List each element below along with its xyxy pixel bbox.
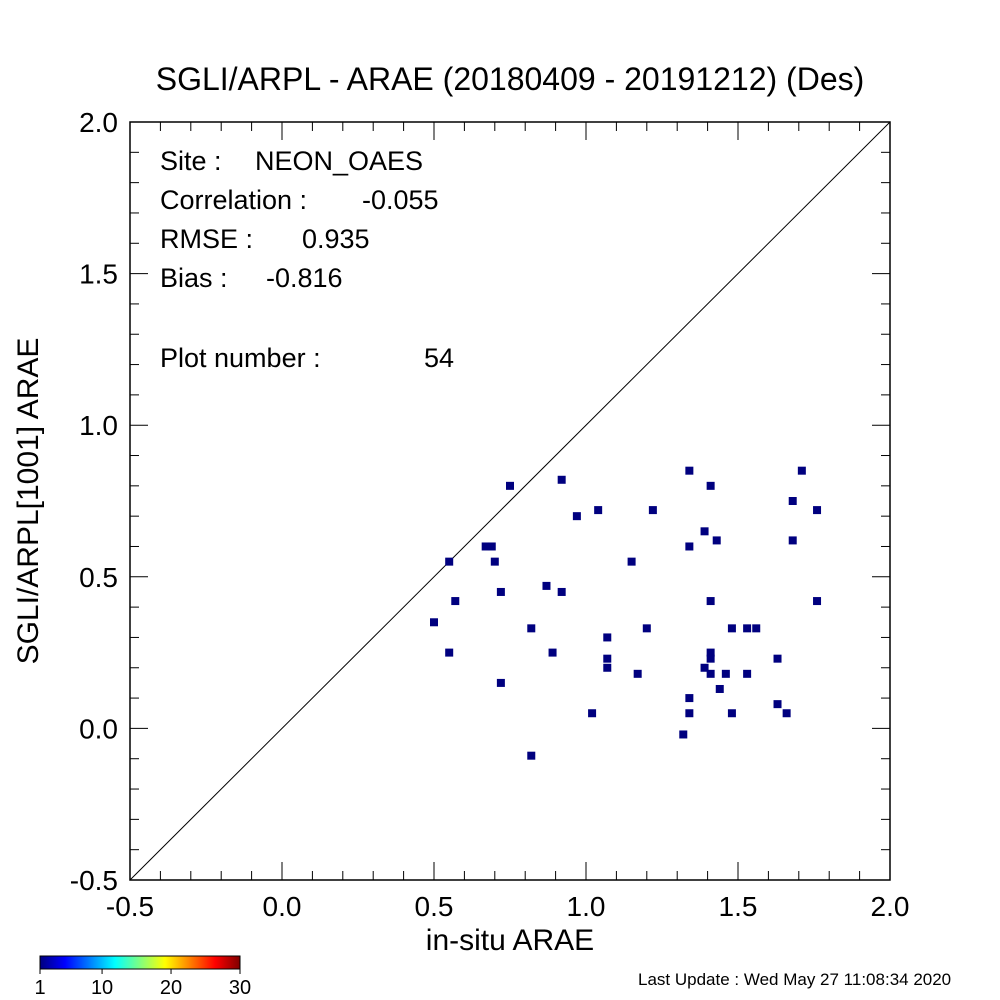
data-point xyxy=(706,597,715,606)
x-tick-labels: -0.5 0.0 0.5 1.0 1.5 2.0 xyxy=(106,891,910,922)
y-tick-label: 1.0 xyxy=(79,410,118,441)
plot-frame xyxy=(129,121,891,881)
data-point xyxy=(813,597,822,606)
data-point xyxy=(633,669,642,678)
data-point xyxy=(603,663,612,672)
data-point xyxy=(496,587,505,596)
data-point xyxy=(588,709,597,718)
data-point xyxy=(627,557,636,566)
data-point xyxy=(743,669,752,678)
data-point xyxy=(773,700,782,709)
y-tick-label: 0.5 xyxy=(79,562,118,593)
data-point xyxy=(557,475,566,484)
colorbar-tick-label: 1 xyxy=(34,977,45,999)
colorbar-labels: 1 10 20 30 xyxy=(34,977,251,999)
data-point xyxy=(445,648,454,657)
x-tick-label: 1.0 xyxy=(567,891,606,922)
colorbar: 1 10 20 30 xyxy=(34,955,251,999)
data-point xyxy=(451,597,460,606)
data-points xyxy=(430,466,822,760)
x-tick-label: 1.5 xyxy=(719,891,758,922)
data-point xyxy=(490,557,499,566)
data-point xyxy=(542,581,551,590)
stat-site-value: NEON_OAES xyxy=(255,146,423,176)
data-point xyxy=(788,497,797,505)
stat-bias-label: Bias : xyxy=(160,263,228,293)
data-point xyxy=(721,669,730,678)
stat-plot-number-label: Plot number : xyxy=(160,343,321,373)
y-axis-label: SGLI/ARPL[1001] ARAE xyxy=(12,338,45,665)
data-point xyxy=(782,709,791,718)
data-point xyxy=(685,709,694,718)
axis-ticks xyxy=(129,121,891,881)
data-point xyxy=(527,751,536,760)
data-point xyxy=(506,481,514,490)
colorbar-gradient xyxy=(39,955,241,970)
stat-rmse-value: 0.935 xyxy=(302,224,370,254)
data-point xyxy=(496,678,505,687)
stat-plot-number-value: 54 xyxy=(424,343,454,373)
data-point xyxy=(788,536,797,545)
data-point xyxy=(642,624,651,633)
data-point xyxy=(557,587,566,596)
data-point xyxy=(679,730,688,739)
chart-title: SGLI/ARPL - ARAE (20180409 - 20191212) (… xyxy=(156,61,865,97)
data-point xyxy=(685,694,694,703)
stats-box: Site : NEON_OAES Correlation : -0.055 RM… xyxy=(160,146,454,373)
x-tick-label: 0.0 xyxy=(263,891,302,922)
data-point xyxy=(727,624,736,633)
data-point xyxy=(572,512,581,521)
colorbar-ticks xyxy=(39,969,241,974)
x-axis-label: in-situ ARAE xyxy=(426,924,594,957)
data-point xyxy=(548,648,557,657)
data-point xyxy=(773,654,782,663)
colorbar-tick-label: 20 xyxy=(160,977,182,999)
data-point xyxy=(706,654,715,663)
data-point xyxy=(706,648,715,657)
y-tick-label: 1.5 xyxy=(79,259,118,290)
y-tick-labels: -0.5 0.0 0.5 1.0 1.5 2.0 xyxy=(70,107,118,896)
data-point xyxy=(752,624,761,633)
x-tick-label: -0.5 xyxy=(106,891,154,922)
data-point xyxy=(603,654,612,663)
data-point xyxy=(430,618,438,627)
y-tick-label: -0.5 xyxy=(70,865,118,896)
data-point xyxy=(487,542,496,551)
data-point xyxy=(706,669,715,678)
data-point xyxy=(743,624,752,633)
y-tick-label: 0.0 xyxy=(79,713,118,744)
data-point xyxy=(706,481,715,490)
stat-correlation-value: -0.055 xyxy=(362,185,439,215)
data-point xyxy=(481,542,490,551)
data-point xyxy=(727,709,736,718)
data-point xyxy=(594,506,603,515)
last-update-text: Last Update : Wed May 27 11:08:34 2020 xyxy=(638,970,951,989)
data-point xyxy=(685,466,694,475)
x-tick-label: 0.5 xyxy=(415,891,454,922)
data-point xyxy=(700,527,709,536)
stat-rmse-label: RMSE : xyxy=(160,224,253,254)
data-point xyxy=(712,536,721,545)
data-point xyxy=(648,506,657,515)
data-point xyxy=(700,663,709,672)
x-tick-label: 2.0 xyxy=(871,891,910,922)
data-point xyxy=(813,506,822,515)
data-point xyxy=(527,624,536,633)
one-to-one-line xyxy=(129,121,891,881)
data-point xyxy=(685,542,694,551)
colorbar-tick-label: 30 xyxy=(229,977,251,999)
data-point xyxy=(445,557,454,566)
y-tick-label: 2.0 xyxy=(79,107,118,138)
data-point xyxy=(715,684,724,693)
data-point xyxy=(603,633,612,642)
stat-correlation-label: Correlation : xyxy=(160,185,307,215)
data-point xyxy=(797,466,806,475)
stat-site-label: Site : xyxy=(160,146,222,176)
colorbar-tick-label: 10 xyxy=(91,977,113,999)
stat-bias-value: -0.816 xyxy=(266,263,343,293)
